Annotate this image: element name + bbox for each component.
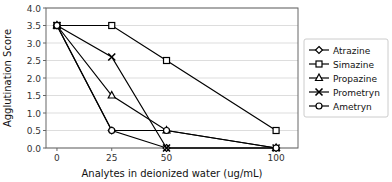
marker [53,22,60,29]
tick-label: 1.5 [27,91,41,101]
tick-label: 25 [106,153,117,163]
line [57,26,276,131]
grid-line [46,95,298,96]
plot-frame [46,8,298,148]
grid-line [46,43,298,44]
tick-label: 0.0 [27,144,42,154]
marker [273,145,280,152]
marker [53,22,60,29]
y-axis: 0.0 0.5 1.0 1.5 2.0 2.5 3.0 3.5 4.0 [27,4,298,154]
marker [164,128,170,134]
tick-label: 100 [267,153,284,163]
marker [273,145,279,151]
legend-box [304,39,388,117]
tick-label: 3.0 [27,39,42,49]
marker [109,128,115,134]
tick-label: 0 [54,153,60,163]
tick-label: 50 [161,153,173,163]
series [53,22,279,151]
series [53,22,279,152]
marker [54,23,60,29]
tick-label: 1.0 [27,109,42,119]
legend-label: Propazine [333,74,377,84]
marker [108,54,115,61]
legend-marker [316,89,323,96]
legend-label: Atrazine [333,46,371,56]
legend-marker [316,103,322,109]
series [54,23,279,134]
marker [163,127,170,134]
marker [108,92,115,99]
line [57,26,276,149]
line [57,26,276,149]
legend: Atrazine Simazine Propazine Prometryn Ametry… [304,39,388,117]
y-axis-label: Agglutination Score [2,29,13,127]
series [54,23,279,152]
tick-label: 4.0 [27,4,42,14]
legend-marker [316,74,323,81]
tick-label: 3.5 [27,21,41,31]
plot-area [53,22,279,152]
marker [273,128,279,134]
legend-label: Prometryn [333,88,380,98]
line [57,26,276,149]
legend-label: Ametryn [333,102,372,112]
marker [108,127,115,134]
series [53,22,279,152]
line [57,26,276,149]
x-axis-label: Analytes in deionized water (ug/mL) [81,168,262,179]
marker [163,145,170,152]
marker [273,145,280,152]
tick-label: 2.5 [27,56,41,66]
legend-marker [316,61,322,67]
tick-label: 0.5 [27,126,41,136]
marker [54,23,60,29]
marker [109,23,115,29]
marker [273,144,280,151]
grid-line [46,113,298,114]
marker [53,22,60,29]
legend-label: Simazine [333,60,374,70]
marker [164,58,170,64]
chart: 0.0 0.5 1.0 1.5 2.0 2.5 3.0 3.5 4.0 0 25 50 100 Analy… [0,0,392,182]
legend-marker [316,47,323,54]
tick-label: 2.0 [27,74,42,84]
